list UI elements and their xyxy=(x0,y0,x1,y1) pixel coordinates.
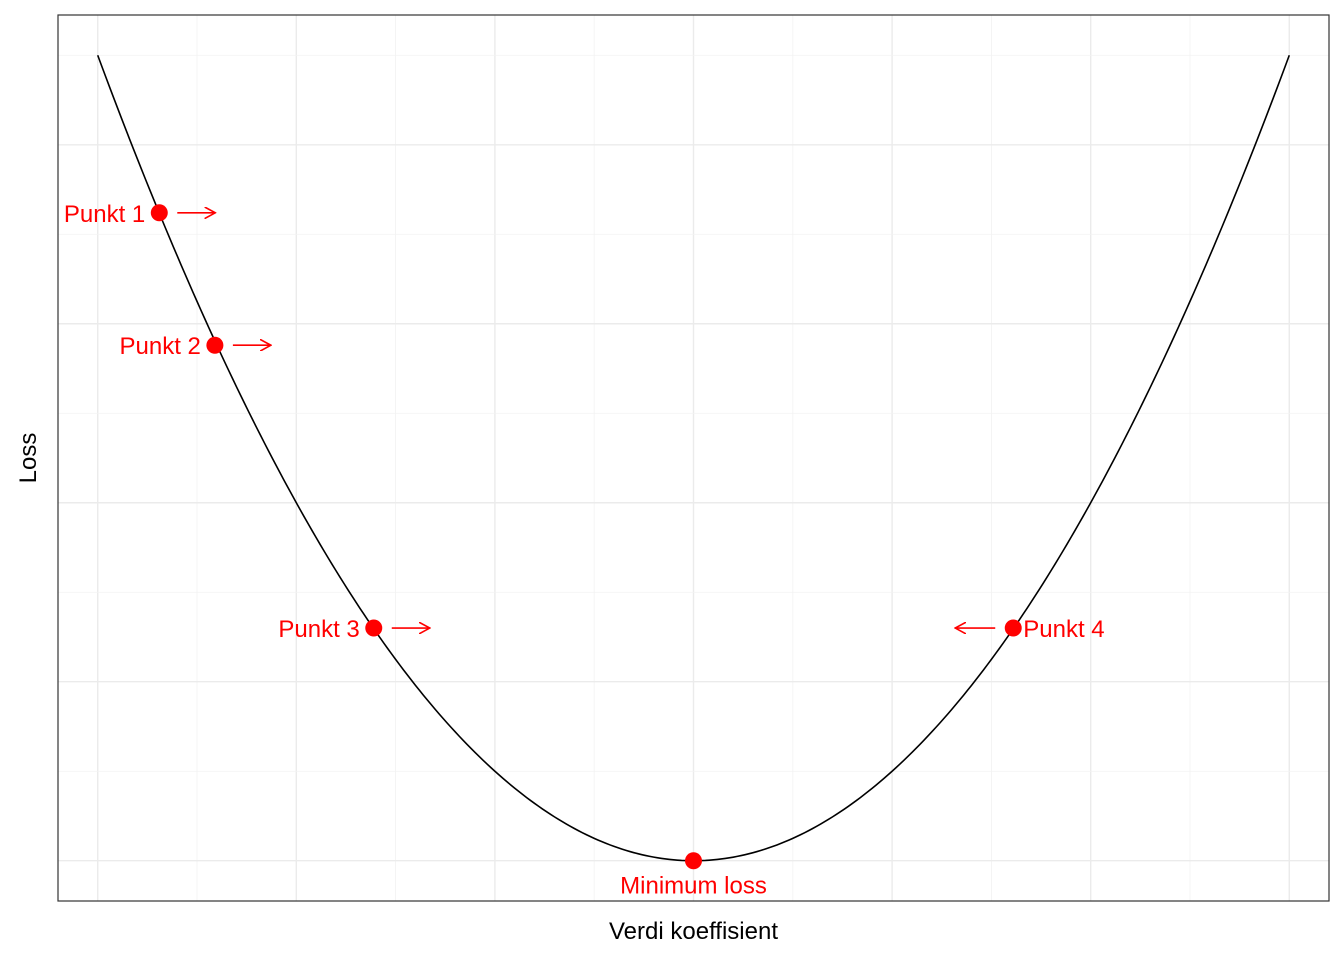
plot-panel-border xyxy=(57,14,1330,902)
point-label-punkt-1: Punkt 1 xyxy=(64,201,145,228)
point-marker-punkt-2 xyxy=(206,336,224,354)
point-label-minimum-loss: Minimum loss xyxy=(620,873,767,900)
grid xyxy=(58,15,1329,901)
point-marker-punkt-4 xyxy=(1004,619,1022,637)
point-label-punkt-3: Punkt 3 xyxy=(278,616,359,643)
y-axis-title: Loss xyxy=(15,433,42,484)
point-label-punkt-2: Punkt 2 xyxy=(119,333,200,360)
x-axis-title: Verdi koeffisient xyxy=(609,918,778,945)
point-marker-punkt-1 xyxy=(150,204,168,222)
point-markers: Punkt 1 Punkt 2 Punkt 3 Punkt 4 Minimum loss xyxy=(64,201,1105,900)
point-marker-punkt-3 xyxy=(365,619,383,637)
point-label-punkt-4: Punkt 4 xyxy=(1023,616,1104,643)
point-marker-minimum-loss xyxy=(685,852,702,870)
